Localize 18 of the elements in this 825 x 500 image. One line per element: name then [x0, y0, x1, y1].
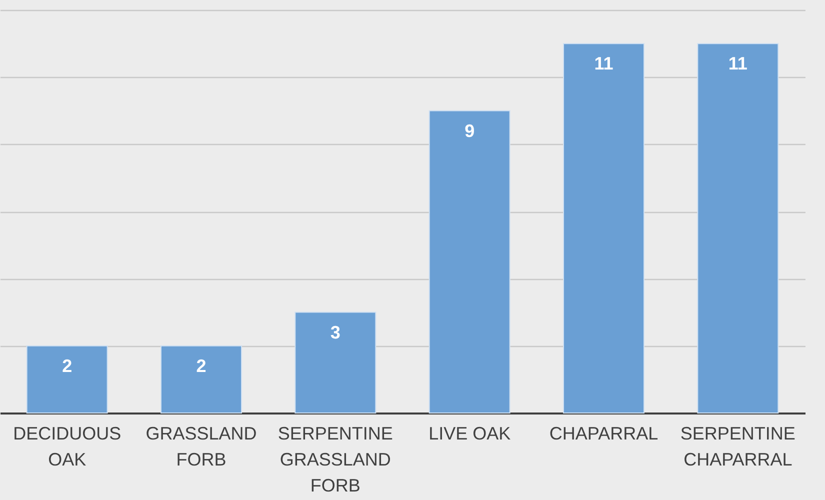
data-label: 11 — [594, 54, 614, 74]
x-tick-label: SERPENTINE GRASSLAND FORB — [278, 424, 393, 496]
bar — [160, 345, 242, 414]
x-tick-label: SERPENTINE CHAPARRAL — [680, 424, 796, 470]
x-tick-label: GRASSLAND FORB — [146, 424, 257, 470]
bar — [428, 110, 510, 414]
data-label: 2 — [62, 356, 72, 376]
data-label: 2 — [196, 356, 206, 376]
data-label: 9 — [464, 120, 475, 141]
data-label: 11 — [728, 54, 748, 74]
x-tick-label: LIVE OAK — [428, 424, 511, 444]
data-label: 3 — [330, 322, 340, 342]
bar — [563, 43, 644, 414]
bar — [26, 345, 108, 414]
x-tick-label: CHAPARRAL — [549, 424, 658, 444]
bar — [294, 312, 376, 414]
bar — [697, 43, 779, 414]
x-tick-label: DECIDUOUS OAK — [13, 424, 122, 470]
